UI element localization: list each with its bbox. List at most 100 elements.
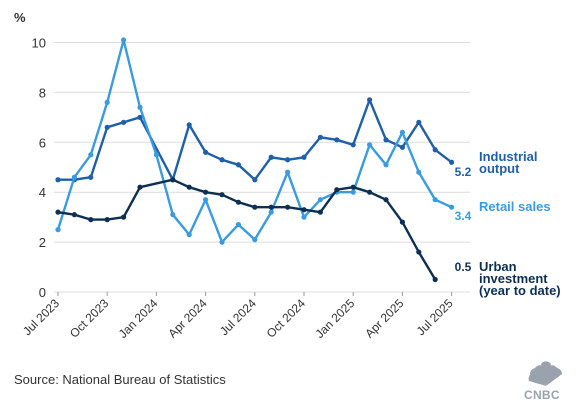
data-point bbox=[104, 124, 110, 130]
x-tick-label: Apr 2024 bbox=[165, 296, 210, 341]
series-line bbox=[56, 38, 453, 244]
series-2 bbox=[55, 37, 455, 245]
x-tick-label: Jan 2024 bbox=[116, 296, 161, 341]
data-point bbox=[219, 157, 225, 163]
series-name-label: Retail sales bbox=[479, 199, 551, 214]
end-value-label: 3.4 bbox=[455, 209, 472, 223]
data-point bbox=[137, 104, 143, 110]
data-point bbox=[268, 204, 274, 210]
data-point bbox=[317, 209, 323, 215]
data-point bbox=[170, 177, 176, 183]
data-point bbox=[317, 197, 323, 203]
data-point bbox=[121, 119, 127, 125]
series-lines bbox=[55, 37, 455, 283]
x-tick-label: Jul 2025 bbox=[414, 296, 456, 338]
data-point bbox=[416, 119, 422, 125]
x-tick-label: Apr 2025 bbox=[362, 296, 407, 341]
data-point bbox=[432, 197, 438, 203]
data-point bbox=[137, 114, 143, 120]
peacock-logo-icon bbox=[528, 361, 562, 386]
data-point bbox=[55, 209, 61, 215]
data-point bbox=[88, 217, 94, 223]
series-line bbox=[57, 178, 437, 281]
series-name-label: Industrial bbox=[479, 149, 538, 164]
data-point bbox=[235, 222, 241, 228]
data-point bbox=[121, 37, 127, 43]
data-point bbox=[71, 212, 77, 218]
data-point bbox=[285, 204, 291, 210]
data-point bbox=[186, 122, 192, 128]
data-point bbox=[416, 249, 422, 255]
data-point bbox=[301, 207, 307, 213]
data-point bbox=[252, 237, 258, 243]
data-point bbox=[203, 197, 209, 203]
grid-lines bbox=[54, 42, 470, 293]
y-tick-label: 4 bbox=[39, 185, 46, 200]
series-name-label: (year to date) bbox=[479, 283, 561, 298]
data-point bbox=[252, 204, 258, 210]
series-name-label: Urban bbox=[479, 259, 517, 274]
data-point bbox=[367, 97, 373, 103]
data-point bbox=[334, 187, 340, 193]
x-axis-ticks: Jul 2023 Oct 2023 Jan 2024 Apr 2024 Jul 2024… bbox=[20, 292, 456, 341]
x-tick-label: Oct 2023 bbox=[67, 296, 112, 341]
end-value-label: 5.2 bbox=[455, 165, 472, 179]
x-tick-label: Jul 2023 bbox=[20, 296, 62, 338]
data-point bbox=[203, 149, 209, 155]
data-point bbox=[104, 99, 110, 105]
y-tick-label: 2 bbox=[39, 235, 46, 250]
series-name-label: investment bbox=[479, 271, 548, 286]
data-point bbox=[432, 147, 438, 153]
data-point bbox=[317, 134, 323, 140]
data-point bbox=[170, 212, 176, 218]
data-point bbox=[219, 192, 225, 198]
data-point bbox=[268, 154, 274, 160]
data-point bbox=[88, 152, 94, 158]
data-point bbox=[399, 144, 405, 150]
series-1 bbox=[55, 97, 455, 183]
y-axis-label: % bbox=[14, 10, 26, 25]
data-point bbox=[55, 177, 61, 183]
x-tick-label: Oct 2024 bbox=[264, 296, 309, 341]
series-3 bbox=[55, 177, 438, 283]
data-point bbox=[367, 189, 373, 195]
y-tick-label: 8 bbox=[39, 85, 46, 100]
data-point bbox=[252, 177, 258, 183]
data-point bbox=[285, 169, 291, 175]
data-point bbox=[71, 174, 77, 180]
data-point bbox=[383, 162, 389, 168]
y-tick-label: 6 bbox=[39, 135, 46, 150]
data-point bbox=[301, 214, 307, 220]
data-point bbox=[219, 239, 225, 245]
series-line bbox=[58, 98, 453, 181]
data-point bbox=[235, 199, 241, 205]
data-point bbox=[350, 184, 356, 190]
data-point bbox=[186, 184, 192, 190]
y-axis-ticks: 0 2 4 6 8 10 bbox=[32, 36, 46, 301]
data-point bbox=[399, 219, 405, 225]
data-point bbox=[203, 189, 209, 195]
brand-logo-text: CNBC bbox=[524, 388, 560, 402]
data-point bbox=[268, 209, 274, 215]
data-point bbox=[285, 157, 291, 163]
y-tick-label: 10 bbox=[32, 36, 46, 51]
data-point bbox=[88, 174, 94, 180]
data-point bbox=[121, 214, 127, 220]
data-point bbox=[334, 137, 340, 143]
source-note: Source: National Bureau of Statistics bbox=[14, 372, 226, 387]
x-tick-label: Jan 2025 bbox=[312, 296, 357, 341]
data-point bbox=[449, 204, 455, 210]
data-point bbox=[383, 137, 389, 143]
data-point bbox=[350, 142, 356, 148]
data-point bbox=[104, 217, 110, 223]
data-point bbox=[301, 154, 307, 160]
y-tick-label: 0 bbox=[39, 285, 46, 300]
data-point bbox=[367, 142, 373, 148]
data-point bbox=[383, 197, 389, 203]
data-point bbox=[449, 159, 455, 165]
x-tick-label: Jul 2024 bbox=[217, 296, 259, 338]
data-point bbox=[137, 184, 143, 190]
data-point bbox=[416, 169, 422, 175]
